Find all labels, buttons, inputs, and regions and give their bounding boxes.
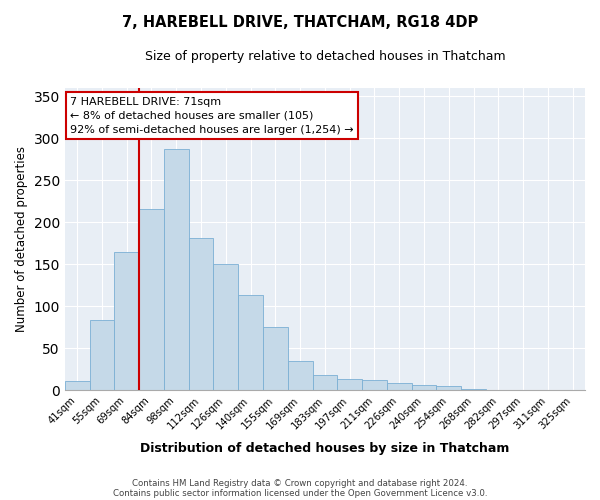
Bar — [188, 238, 214, 390]
Y-axis label: Number of detached properties: Number of detached properties — [15, 146, 28, 332]
Bar — [65, 381, 89, 390]
Text: 7, HAREBELL DRIVE, THATCHAM, RG18 4DP: 7, HAREBELL DRIVE, THATCHAM, RG18 4DP — [122, 15, 478, 30]
Bar — [115, 252, 139, 390]
Bar — [436, 386, 461, 390]
Bar — [214, 264, 238, 390]
Bar — [139, 209, 164, 390]
Text: Contains HM Land Registry data © Crown copyright and database right 2024.: Contains HM Land Registry data © Crown c… — [132, 478, 468, 488]
Bar — [362, 380, 387, 390]
Bar — [164, 149, 188, 390]
X-axis label: Distribution of detached houses by size in Thatcham: Distribution of detached houses by size … — [140, 442, 509, 455]
Bar — [89, 320, 115, 390]
Bar — [412, 386, 436, 390]
Bar — [263, 328, 288, 390]
Bar — [313, 376, 337, 390]
Title: Size of property relative to detached houses in Thatcham: Size of property relative to detached ho… — [145, 50, 505, 63]
Bar — [288, 361, 313, 390]
Bar — [337, 378, 362, 390]
Bar — [387, 383, 412, 390]
Bar — [461, 388, 486, 390]
Text: Contains public sector information licensed under the Open Government Licence v3: Contains public sector information licen… — [113, 488, 487, 498]
Text: 7 HAREBELL DRIVE: 71sqm
← 8% of detached houses are smaller (105)
92% of semi-de: 7 HAREBELL DRIVE: 71sqm ← 8% of detached… — [70, 97, 353, 135]
Bar — [238, 294, 263, 390]
